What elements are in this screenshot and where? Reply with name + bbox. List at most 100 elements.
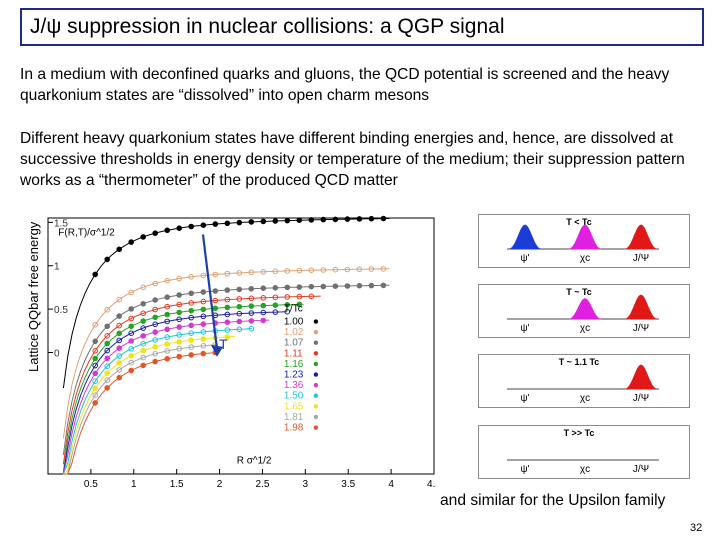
series-1.65: [63, 334, 236, 475]
data-point: [308, 217, 315, 223]
data-point: [92, 338, 98, 345]
series-line: [62, 284, 390, 455]
data-point: [164, 334, 170, 340]
series-line: [63, 344, 218, 475]
data-point: [260, 302, 267, 309]
data-point: [116, 313, 122, 319]
data-point: [224, 311, 231, 318]
peak-label: χc: [580, 323, 590, 334]
x-tick-label: 1: [131, 479, 137, 490]
data-point: [140, 325, 146, 331]
y-tick-label: 0.5: [54, 305, 68, 316]
data-point: [284, 294, 291, 300]
legend-label: 1.65: [284, 401, 304, 412]
data-point: [200, 321, 207, 327]
peak-ψ': [508, 224, 542, 250]
peak-J/Ψ: [624, 364, 658, 390]
x-tick-label: 1.5: [170, 479, 184, 490]
data-point: [188, 344, 194, 350]
legend-label: 1.00: [284, 317, 304, 328]
data-point: [200, 343, 207, 349]
data-point: [224, 327, 231, 333]
legend-label: 1.11: [284, 348, 303, 359]
data-point: [92, 271, 98, 278]
data-point: [224, 334, 231, 340]
data-point: [212, 288, 219, 294]
data-point: [212, 271, 219, 278]
data-point: [248, 219, 255, 225]
data-point: [332, 266, 339, 273]
data-point: [116, 337, 122, 344]
legend-marker: [313, 404, 319, 409]
data-point: [344, 266, 351, 273]
data-point: [128, 330, 134, 336]
legend-marker: [313, 414, 319, 420]
legend-label: 1.07: [284, 338, 304, 349]
data-point: [140, 362, 146, 369]
series-line: [63, 336, 236, 475]
data-point: [188, 314, 194, 321]
series-1.02: [62, 266, 390, 439]
data-point: [176, 225, 182, 232]
data-point: [236, 286, 243, 293]
data-point: [116, 367, 122, 373]
legend-marker: [313, 382, 319, 388]
data-point: [152, 358, 158, 365]
data-point: [368, 215, 375, 222]
data-point: [164, 341, 170, 347]
series-1.98: [63, 349, 219, 475]
spectral-panel-far-above-tc: T >> Tc ψ' χc J/Ψ: [478, 425, 690, 479]
data-point: [140, 354, 146, 361]
panel-condition-label: T < Tc: [566, 217, 592, 227]
data-point: [344, 283, 351, 289]
legend-label: 1.81: [284, 412, 304, 423]
paragraph-medium-screening: In a medium with deconfined quarks and g…: [20, 66, 670, 104]
data-point: [152, 230, 158, 237]
data-point: [224, 270, 231, 277]
data-point: [128, 289, 134, 296]
data-point: [116, 296, 122, 303]
data-point: [296, 284, 303, 290]
data-point: [260, 317, 267, 324]
panel-condition-label: T >> Tc: [564, 428, 595, 438]
peak-label: J/Ψ: [633, 393, 649, 404]
legend-marker: [313, 351, 319, 356]
peak-label: χc: [580, 253, 590, 264]
data-point: [224, 319, 231, 325]
data-point: [284, 284, 291, 291]
data-point: [164, 326, 170, 333]
data-point: [164, 348, 170, 354]
series-1.11: [62, 293, 321, 465]
data-point: [104, 385, 110, 391]
series-line: [62, 295, 321, 465]
data-point: [296, 301, 303, 308]
data-point: [320, 267, 327, 273]
series-line: [62, 303, 304, 473]
data-point: [200, 313, 207, 320]
data-point: [224, 296, 231, 303]
data-point: [200, 272, 207, 279]
legend-label: 1.02: [284, 327, 304, 338]
data-point: [332, 216, 339, 223]
data-point: [92, 385, 98, 391]
legend-marker: [313, 329, 319, 335]
data-point: [284, 268, 291, 274]
data-point: [200, 336, 207, 342]
data-point: [272, 218, 279, 224]
data-point: [236, 310, 243, 317]
series-1.07: [62, 282, 390, 455]
data-point: [152, 351, 158, 357]
data-point: [92, 400, 98, 406]
temperature-arrow-label: T: [219, 336, 228, 352]
data-point: [200, 329, 207, 335]
data-point: [104, 355, 110, 362]
page-number: 32: [690, 522, 703, 534]
spectral-panel-above-tc: T ~ 1.1 Tc ψ' χc J/Ψ: [478, 354, 690, 408]
data-point: [92, 362, 98, 369]
data-point: [236, 219, 243, 226]
data-point: [260, 309, 267, 316]
data-point: [140, 310, 146, 317]
data-point: [176, 339, 182, 345]
data-point: [200, 289, 207, 295]
data-point: [284, 217, 291, 224]
